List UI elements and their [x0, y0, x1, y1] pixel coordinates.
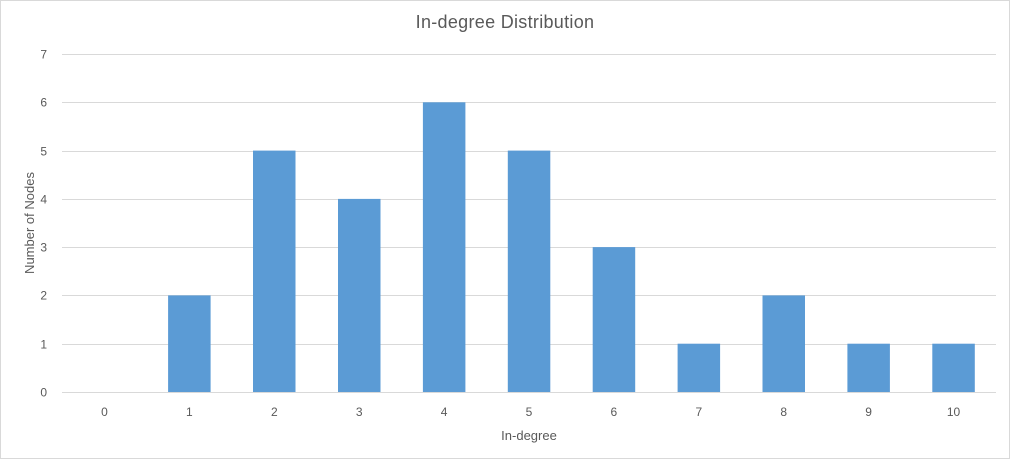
x-tick-label: 7 [695, 405, 702, 419]
y-tick-label: 7 [40, 48, 47, 62]
y-tick-label: 0 [40, 386, 47, 400]
bar [507, 150, 551, 392]
chart-title: In-degree Distribution [415, 12, 595, 32]
x-tick-labels: 0 1 2 3 4 5 6 7 8 9 10 [101, 405, 960, 419]
y-tick-label: 4 [40, 193, 47, 207]
x-tick-label: 3 [356, 405, 363, 419]
x-tick-label: 8 [780, 405, 787, 419]
y-tick-label: 3 [40, 241, 47, 255]
bar [932, 343, 975, 392]
y-tick-label: 5 [40, 145, 47, 159]
x-tick-label: 0 [101, 405, 108, 419]
x-tick-label: 2 [271, 405, 278, 419]
bar [762, 295, 805, 392]
y-tick-label: 1 [40, 338, 47, 352]
bar [422, 102, 466, 393]
x-tick-label: 5 [526, 405, 533, 419]
x-tick-label: 9 [865, 405, 872, 419]
y-tick-labels: 0 1 2 3 4 5 6 7 [40, 48, 47, 400]
bar [253, 150, 296, 392]
bar [592, 247, 636, 392]
x-tick-label: 6 [611, 405, 618, 419]
bar [168, 295, 211, 392]
y-axis-title: Number of Nodes [22, 172, 37, 274]
bar [847, 343, 890, 392]
x-tick-label: 4 [441, 405, 448, 419]
y-tick-label: 2 [40, 289, 47, 303]
x-axis-title: In-degree [501, 428, 557, 443]
y-tick-label: 6 [40, 96, 47, 110]
x-tick-label: 1 [186, 405, 193, 419]
bar [677, 343, 721, 392]
bar [338, 198, 381, 392]
bars [168, 102, 975, 393]
x-tick-label: 10 [947, 405, 961, 419]
